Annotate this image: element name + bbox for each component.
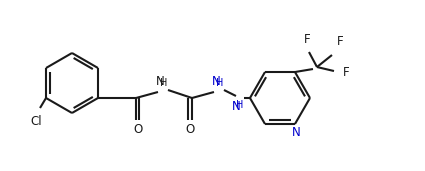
Text: F: F bbox=[343, 65, 350, 78]
Text: Cl: Cl bbox=[30, 115, 42, 128]
Text: O: O bbox=[133, 123, 143, 136]
Text: N: N bbox=[212, 75, 220, 88]
Text: N: N bbox=[292, 126, 300, 139]
Text: O: O bbox=[185, 123, 195, 136]
Text: N: N bbox=[156, 75, 164, 88]
Text: N: N bbox=[232, 100, 241, 113]
Text: F: F bbox=[304, 33, 310, 46]
Text: F: F bbox=[337, 35, 343, 48]
Text: H: H bbox=[216, 78, 224, 88]
Text: H: H bbox=[236, 100, 244, 110]
Text: H: H bbox=[160, 78, 168, 88]
